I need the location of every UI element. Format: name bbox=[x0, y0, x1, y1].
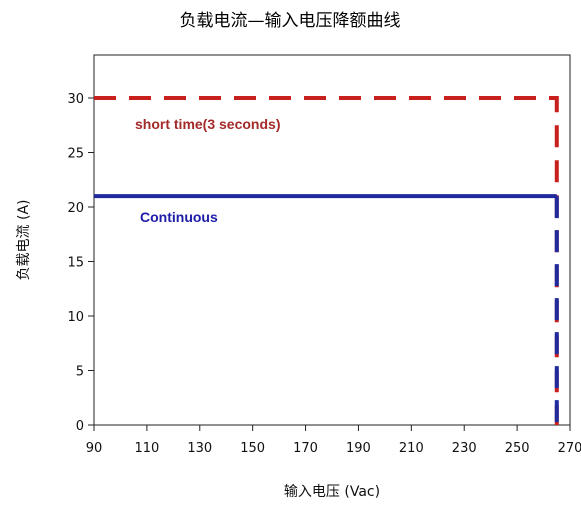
y-tick-label: 15 bbox=[67, 256, 84, 271]
y-axis-label: 负载电流 (A) bbox=[16, 200, 32, 281]
y-tick-label: 0 bbox=[76, 419, 84, 434]
y-tick-label: 25 bbox=[67, 147, 84, 162]
y-tick-label: 20 bbox=[67, 201, 84, 216]
y-tick-label: 30 bbox=[67, 92, 84, 107]
x-tick-label: 230 bbox=[452, 441, 477, 456]
chart-title: 负载电流—输入电压降额曲线 bbox=[180, 11, 401, 31]
x-tick-label: 190 bbox=[346, 441, 371, 456]
y-axis-ticks: 0 5 10 15 20 25 30 bbox=[67, 92, 94, 434]
plot-frame bbox=[93, 54, 571, 426]
x-tick-label: 90 bbox=[86, 441, 103, 456]
short-time-annotation: short time(3 seconds) bbox=[135, 116, 280, 132]
x-tick-label: 250 bbox=[505, 441, 530, 456]
y-tick-label: 10 bbox=[67, 310, 84, 325]
x-tick-label: 130 bbox=[187, 441, 212, 456]
x-tick-label: 150 bbox=[240, 441, 265, 456]
continuous-annotation: Continuous bbox=[140, 209, 218, 225]
x-tick-label: 170 bbox=[293, 441, 318, 456]
x-tick-label: 270 bbox=[558, 441, 581, 456]
x-tick-label: 210 bbox=[399, 441, 424, 456]
x-tick-label: 110 bbox=[134, 441, 159, 456]
y-tick-label: 5 bbox=[76, 365, 84, 380]
series-short-time-line bbox=[94, 96, 559, 425]
series-layer bbox=[94, 96, 559, 425]
x-axis-ticks: 90 110 130 150 170 190 210 230 250 270 bbox=[86, 425, 581, 456]
x-axis-label: 输入电压 (Vac) bbox=[284, 484, 380, 500]
